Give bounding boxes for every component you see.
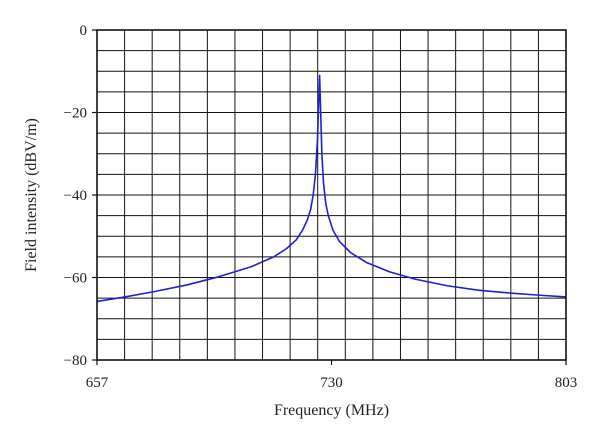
y-tick-label: −20	[64, 106, 87, 122]
y-tick-label: −80	[64, 353, 87, 369]
x-axis-label: Frequency (MHz)	[274, 402, 389, 419]
series-layer	[96, 74, 567, 303]
y-tick-label: −60	[64, 271, 87, 287]
y-tick-labels: 0 −20 −40 −60 −80	[64, 23, 97, 369]
series-line	[96, 74, 567, 303]
x-tick-label: 730	[320, 375, 343, 391]
y-tick-label: −40	[64, 188, 87, 204]
y-axis-label: Field intensity (dBV/m)	[23, 118, 40, 272]
y-tick-label: 0	[80, 23, 88, 39]
grid	[97, 30, 566, 360]
x-tick-label: 657	[86, 375, 109, 391]
x-tick-label: 803	[555, 375, 578, 391]
x-tick-labels: 657 730 803	[86, 360, 578, 391]
